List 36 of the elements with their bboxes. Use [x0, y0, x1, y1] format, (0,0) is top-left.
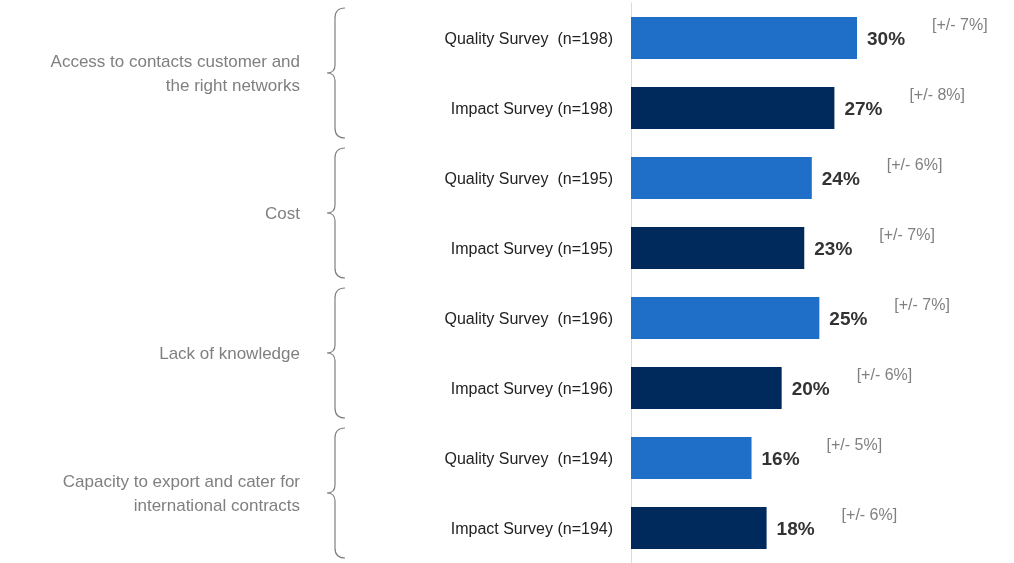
bar [631, 17, 857, 59]
annotation: [+/- 6%] [841, 505, 898, 523]
data-label: 18% [776, 517, 815, 539]
text: [+/- 7%] [879, 225, 935, 243]
y-tick-label: Impact Survey (n=195) [450, 239, 613, 257]
y-tick-label: Impact Survey (n=194) [450, 519, 613, 537]
bar [631, 297, 820, 339]
annotation: [+/- 5%] [826, 435, 883, 453]
y-tick-label: Quality Survey (n=198) [444, 29, 613, 47]
data-label: 16% [761, 447, 800, 469]
y-tick-label: Quality Survey (n=196) [444, 309, 613, 327]
bar [631, 437, 752, 479]
text: Capacity to export and cater for international contracts [62, 472, 301, 515]
bar [631, 227, 805, 269]
text: Access to contacts customer and the right networks [50, 52, 300, 95]
text: [+/- 8%] [909, 85, 965, 103]
bar [631, 157, 812, 199]
y-tick-label: Quality Survey (n=195) [444, 169, 613, 187]
text: Lack of knowledge [159, 344, 300, 363]
data-label: 27% [844, 97, 883, 119]
data-label: 24% [821, 167, 860, 189]
y-tick-label: Impact Survey (n=198) [450, 99, 613, 117]
text: Cost [265, 204, 301, 223]
text: [+/- 6%] [886, 155, 943, 173]
bar [631, 87, 835, 129]
bar [631, 367, 782, 409]
data-label: 25% [829, 307, 868, 329]
data-label: 30% [867, 27, 906, 49]
text: [+/- 7%] [932, 15, 988, 33]
bar [631, 507, 767, 549]
text: [+/- 7%] [894, 295, 950, 313]
y-tick-label: Quality Survey (n=194) [444, 449, 613, 467]
annotation: [+/- 6%] [856, 365, 913, 383]
y-tick-label: Impact Survey (n=196) [450, 379, 613, 397]
data-label: 20% [791, 377, 830, 399]
data-label: 23% [814, 237, 853, 259]
